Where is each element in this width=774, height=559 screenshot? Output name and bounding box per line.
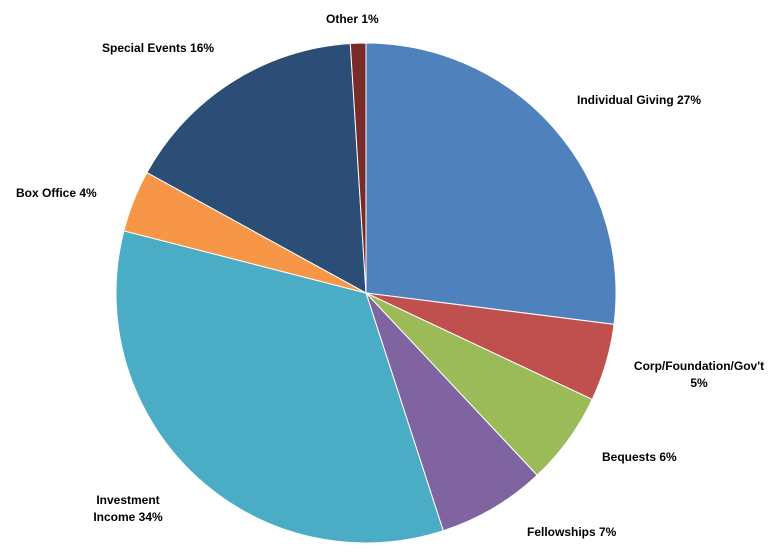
data-label-bequests: Bequests 6% — [602, 450, 677, 464]
data-label-fellowships: Fellowships 7% — [527, 525, 617, 539]
pie-labels: Individual Giving 27% Corp/Foundation/Gov… — [16, 12, 764, 539]
data-label-individual-giving: Individual Giving 27% — [577, 93, 701, 107]
pie-slice-investment-income — [115, 230, 444, 544]
pie-slice-individual-giving — [365, 42, 617, 325]
data-label-box-office: Box Office 4% — [16, 186, 97, 200]
pie-slices — [115, 42, 617, 544]
data-label-corp-foundation-gov-t: Corp/Foundation/Gov't 5% — [634, 359, 764, 390]
data-label-other: Other 1% — [326, 12, 379, 26]
data-label-special-events: Special Events 16% — [102, 41, 214, 55]
pie-slice-special-events — [146, 42, 367, 294]
pie-slice-fellowships — [365, 292, 538, 532]
pie-slice-other — [349, 42, 367, 294]
data-label-investment-income: Investment Income 34% — [93, 493, 163, 524]
